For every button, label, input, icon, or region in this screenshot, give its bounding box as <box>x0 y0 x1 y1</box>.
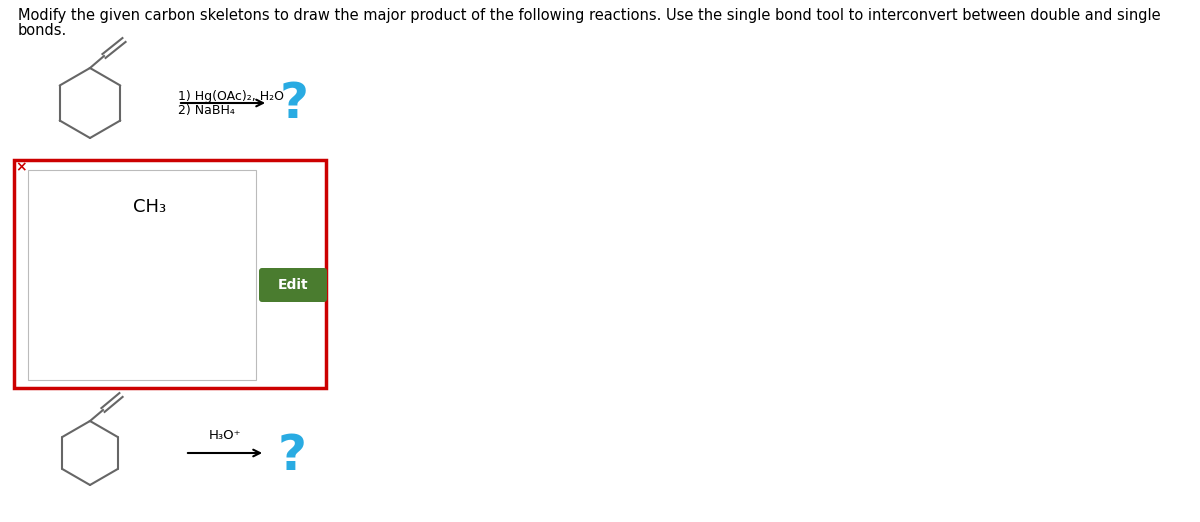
Text: 2) NaBH₄: 2) NaBH₄ <box>178 104 235 117</box>
FancyBboxPatch shape <box>259 268 326 302</box>
Text: Edit: Edit <box>277 278 308 292</box>
Text: H₃O⁺: H₃O⁺ <box>209 429 241 442</box>
Bar <box>28 170 256 380</box>
Text: CH₃: CH₃ <box>133 198 166 216</box>
Bar <box>14 160 326 388</box>
Text: ?: ? <box>280 80 310 128</box>
Text: bonds.: bonds. <box>18 23 67 38</box>
Text: Modify the given carbon skeletons to draw the major product of the following rea: Modify the given carbon skeletons to dra… <box>18 8 1160 23</box>
Text: ×: × <box>14 160 26 174</box>
Text: ?: ? <box>278 432 307 480</box>
Text: 1) Hg(OAc)₂, H₂O: 1) Hg(OAc)₂, H₂O <box>178 90 284 103</box>
